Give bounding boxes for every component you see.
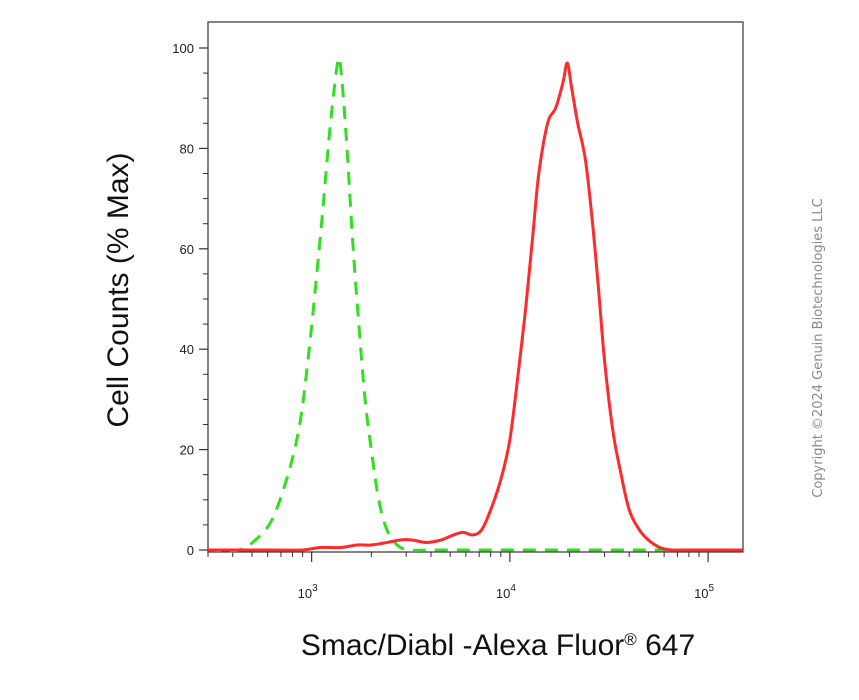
x-axis-title: Smac/Diabl -Alexa Fluor® 647 — [301, 629, 695, 662]
x-tick-label: 105 — [694, 583, 714, 601]
x-axis-title-registered-mark: ® — [624, 630, 637, 649]
y-tick-label: 20 — [180, 443, 194, 458]
x-axis: 103 104 105 — [207, 552, 715, 601]
copyright-notice: Copyright ©2024 Genuin Biotechnologies L… — [811, 198, 826, 497]
y-tick-label: 100 — [172, 41, 194, 56]
x-tick-label: 104 — [496, 583, 516, 601]
y-axis-title: Cell Counts (% Max) — [102, 152, 135, 427]
x-axis-title-suffix: 647 — [637, 629, 695, 662]
y-tick-label: 40 — [180, 342, 194, 357]
y-tick-label: 0 — [187, 543, 194, 558]
plot-frame — [207, 21, 744, 553]
series-line-solid-red — [207, 61, 743, 552]
y-tick-label: 60 — [180, 242, 194, 257]
y-tick-label: 80 — [180, 141, 194, 156]
y-axis: 0 20 40 60 80 100 — [172, 41, 208, 558]
x-tick-label: 103 — [298, 583, 318, 601]
series-line-dashed-green — [207, 56, 743, 553]
series-layer — [207, 56, 743, 553]
x-axis-title-main: Smac/Diabl -Alexa Fluor — [301, 629, 624, 662]
